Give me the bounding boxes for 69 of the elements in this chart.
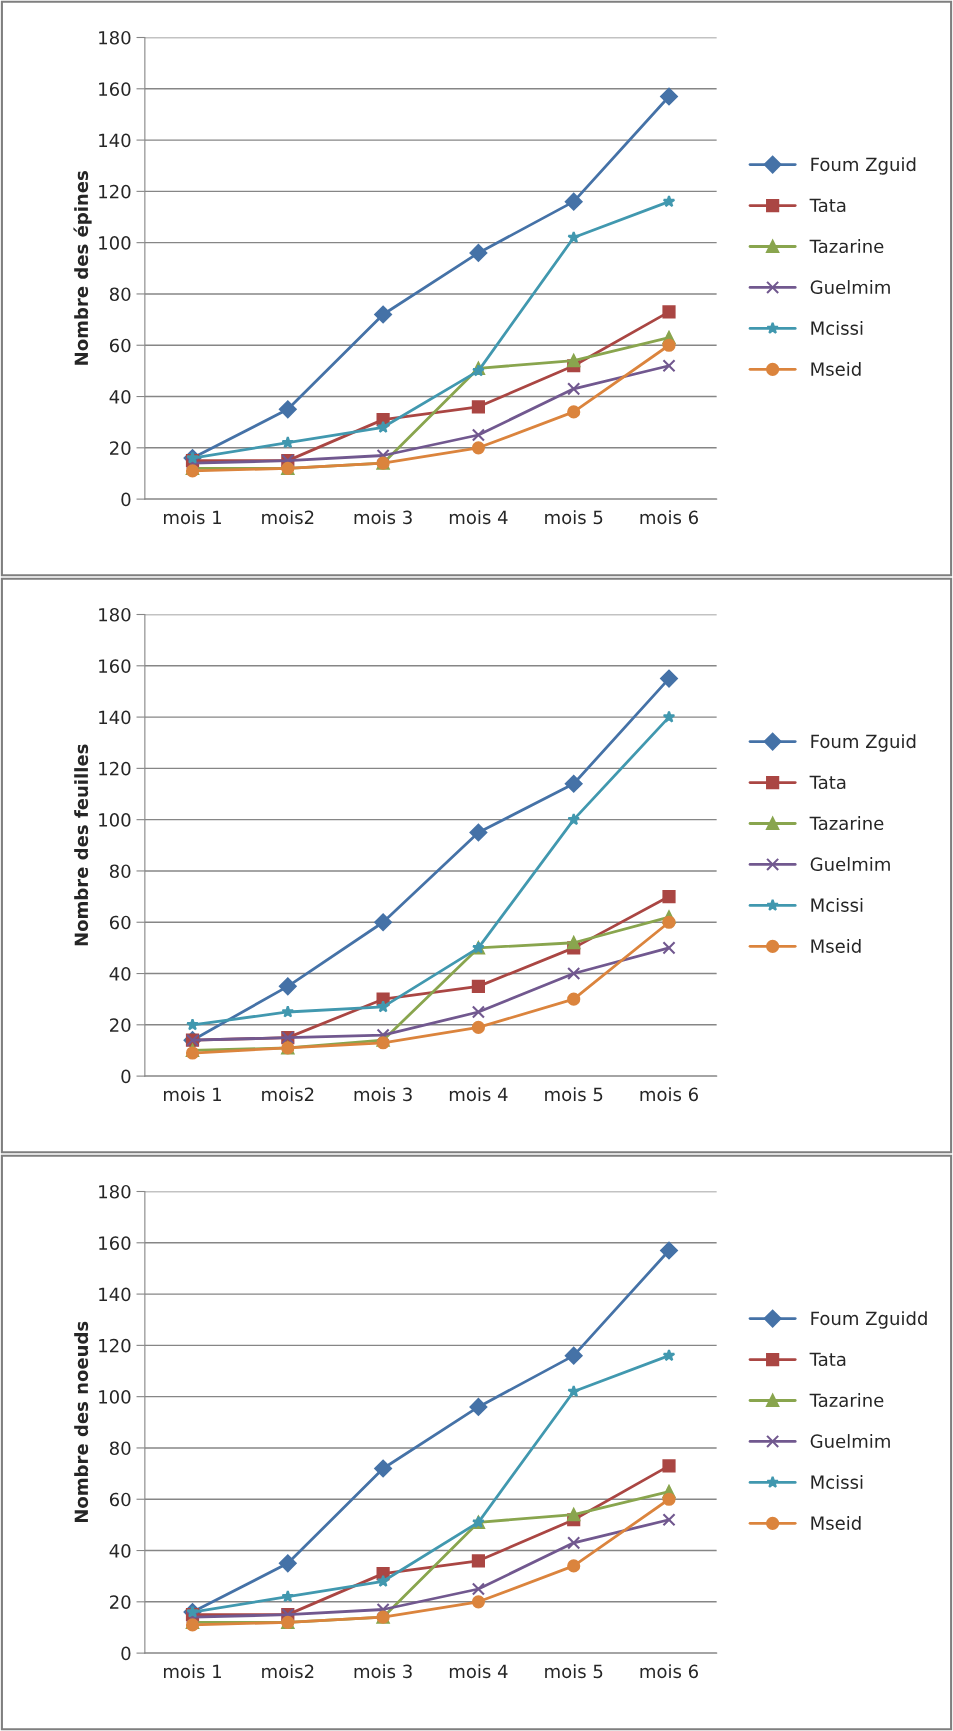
legend-label: Foum Zguid	[811, 157, 916, 175]
legend-label: Mcissi	[811, 320, 863, 335]
y-tick-label: 100	[99, 236, 131, 250]
y-tick-label: 140	[99, 1287, 131, 1302]
legend-label: Mcissi	[811, 1474, 863, 1489]
y-tick-label: 160	[99, 659, 131, 673]
y-tick-label: 100	[99, 1390, 131, 1404]
y-tick-label: 20	[110, 441, 131, 455]
y-tick-label: 40	[109, 1543, 131, 1558]
legend-label: Tazarine	[809, 816, 884, 831]
y-tick-label: 80	[109, 864, 131, 879]
x-tick-label: mois 6	[640, 510, 699, 525]
x-tick-label: mois 3	[354, 1087, 412, 1102]
legend-label: Mseid	[811, 361, 861, 376]
x-tick-label: mois 5	[545, 1664, 603, 1679]
y-tick-label: 20	[110, 1595, 131, 1609]
y-tick-label: 140	[99, 710, 131, 725]
y-tick-label: 120	[99, 1338, 131, 1353]
y-tick-label: 0	[121, 1646, 131, 1661]
x-tick-label: mois 1	[164, 1087, 221, 1102]
legend-label: Guelmim	[810, 857, 890, 872]
legend-label: Tata	[809, 1352, 846, 1367]
y-tick-label: 60	[109, 338, 131, 353]
y-axis-title: Nombre des épines	[73, 171, 92, 365]
legend-label: Foum Zguid	[811, 734, 916, 752]
y-tick-label: 120	[99, 761, 131, 776]
y-tick-label: 0	[121, 1069, 131, 1084]
y-tick-label: 180	[99, 30, 131, 45]
x-tick-label: mois 4	[449, 1664, 508, 1679]
x-tick-label: mois 1	[164, 510, 221, 525]
y-tick-label: 180	[99, 607, 131, 622]
legend-label: Guelmim	[810, 1434, 890, 1449]
y-tick-label: 160	[99, 1236, 131, 1250]
y-tick-label: 60	[109, 1492, 131, 1507]
legend-label: Foum Zguidd	[811, 1311, 927, 1329]
y-tick-label: 0	[121, 492, 131, 507]
y-tick-label: 100	[99, 813, 131, 827]
y-axis-title: Nombre des noeuds	[74, 1321, 89, 1523]
y-tick-label: 40	[109, 966, 131, 981]
legend-label: Guelmim	[810, 280, 890, 295]
y-tick-label: 80	[109, 287, 131, 302]
y-axis-title: Nombre des feuilles	[74, 744, 89, 946]
y-tick-label: 160	[99, 82, 131, 96]
legend-label: Tazarine	[809, 1393, 884, 1408]
y-tick-label: 120	[99, 184, 131, 199]
x-tick-label: mois 5	[545, 510, 603, 525]
x-tick-label: mois 1	[164, 1664, 221, 1679]
x-tick-label: mois 6	[640, 1087, 699, 1102]
y-tick-label: 20	[110, 1018, 131, 1032]
legend-label: Mcissi	[811, 897, 863, 912]
x-tick-label: mois 4	[449, 1087, 508, 1102]
y-tick-label: 80	[109, 1441, 131, 1456]
legend-label: Mseid	[811, 1515, 861, 1530]
x-tick-label: mois 4	[449, 510, 508, 525]
x-tick-label: mois2	[262, 510, 314, 525]
x-tick-label: mois 3	[354, 1664, 412, 1679]
x-tick-label: mois 3	[354, 510, 412, 525]
x-tick-label: mois2	[262, 1664, 314, 1679]
y-tick-label: 40	[109, 389, 131, 404]
x-tick-label: mois 6	[640, 1664, 699, 1679]
x-tick-label: mois 5	[545, 1087, 603, 1102]
legend-label: Tata	[809, 775, 846, 790]
legend-label: Tazarine	[809, 239, 884, 254]
y-tick-label: 140	[99, 133, 131, 148]
x-tick-label: mois2	[262, 1087, 314, 1102]
y-tick-label: 60	[109, 915, 131, 930]
legend-label: Tata	[809, 198, 846, 213]
y-tick-label: 180	[99, 1184, 131, 1199]
legend-label: Mseid	[811, 938, 861, 953]
